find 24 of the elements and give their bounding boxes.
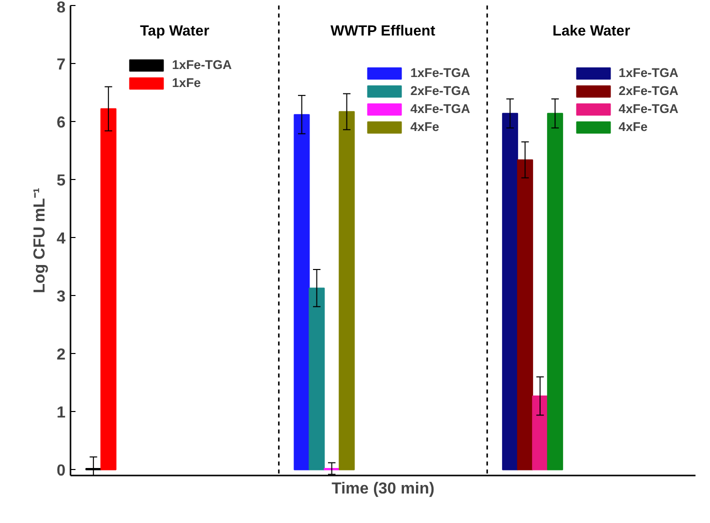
legend-label: 1xFe-TGA bbox=[410, 66, 470, 80]
y-tick-label: 7 bbox=[56, 56, 66, 74]
y-tick-label: 1 bbox=[56, 404, 66, 422]
legend-label: 1xFe-TGA bbox=[172, 58, 232, 72]
y-tick-label: 3 bbox=[56, 288, 66, 306]
legend-label: 4xFe-TGA bbox=[618, 102, 678, 116]
x-tick-label: Tap Water bbox=[140, 24, 210, 40]
legend-label: 1xFe bbox=[172, 76, 201, 90]
legend-label: 2xFe-TGA bbox=[410, 84, 470, 98]
y-tick-label: 4 bbox=[56, 230, 66, 248]
legend-label: 4xFe bbox=[618, 120, 648, 134]
legend-label: 4xFe bbox=[410, 120, 440, 134]
y-tick-label: 0 bbox=[56, 462, 66, 480]
x-tick-label: WWTP Effluent bbox=[330, 24, 436, 40]
legend-label: 4xFe-TGA bbox=[410, 102, 470, 116]
x-axis-title: Time (30 min) bbox=[332, 480, 434, 498]
y-tick-label: 2 bbox=[56, 346, 66, 364]
x-tick-label: Lake Water bbox=[552, 24, 630, 40]
y-axis-title: Log CFU mL⁻¹ bbox=[32, 188, 49, 294]
y-tick-label: 8 bbox=[56, 0, 66, 16]
y-tick-label: 5 bbox=[56, 172, 66, 190]
y-tick-label: 6 bbox=[56, 114, 66, 132]
legend-label: 1xFe-TGA bbox=[618, 66, 678, 80]
legend-label: 2xFe-TGA bbox=[618, 84, 678, 98]
